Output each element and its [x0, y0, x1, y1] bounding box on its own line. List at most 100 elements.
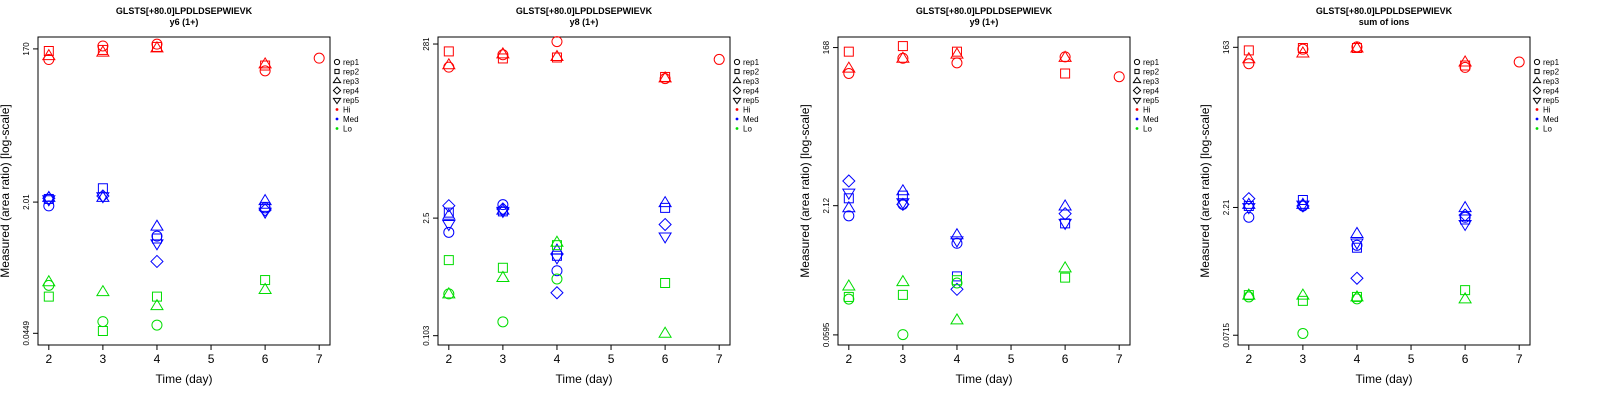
- legend-label: rep3: [343, 77, 360, 86]
- data-point-lo-rep1: [843, 293, 855, 305]
- legend-dot-med: [735, 117, 739, 121]
- legend-symbol-rep4: [732, 86, 742, 95]
- data-point-hi-rep2: [1243, 45, 1254, 56]
- data-point-med-rep4: [1350, 271, 1364, 285]
- y-tick-label: 170: [22, 42, 31, 56]
- data-point-lo-rep2: [1297, 295, 1308, 306]
- legend-symbol-rep3: [1132, 76, 1142, 84]
- x-axis-label: Time (day): [556, 372, 613, 386]
- legend-dot-lo: [1135, 127, 1139, 130]
- y-tick-label: 2.12: [822, 197, 831, 213]
- data-point-lo-rep1: [551, 273, 563, 285]
- data-point-hi-rep1: [1459, 61, 1471, 73]
- data-point-med-rep5: [550, 253, 564, 265]
- data-point-med-rep2: [151, 233, 162, 244]
- data-point-hi-rep1: [259, 65, 271, 77]
- x-tick-label: 2: [45, 352, 52, 366]
- x-tick-label: 7: [1116, 352, 1123, 366]
- y-tick-label: 2.21: [1222, 199, 1231, 215]
- x-tick-label: 5: [1008, 352, 1015, 366]
- y-tick-label: 2.5: [422, 212, 431, 224]
- legend-dot-med: [1135, 117, 1139, 121]
- legend-symbol-rep5: [1132, 97, 1142, 105]
- legend-label: rep2: [743, 68, 760, 77]
- data-point-med-rep3: [1350, 226, 1364, 238]
- data-point-hi-rep1: [951, 57, 963, 69]
- legend-symbol-rep3: [1532, 76, 1542, 84]
- data-point-hi-rep3: [150, 40, 164, 53]
- legend-label: Hi: [743, 106, 751, 115]
- data-point-med-rep5: [150, 239, 164, 251]
- legend-dot-med: [335, 117, 339, 121]
- data-point-med-rep4: [550, 286, 564, 300]
- chart-subtitle: sum of ions: [1359, 17, 1410, 27]
- legend-label: Med: [1143, 115, 1159, 124]
- data-point-hi-rep3: [550, 49, 564, 62]
- data-point-lo-rep2: [843, 291, 854, 302]
- data-point-lo-rep2: [951, 275, 962, 286]
- x-tick-label: 4: [554, 352, 561, 366]
- data-point-hi-rep3: [96, 45, 110, 57]
- x-tick-label: 6: [1062, 352, 1069, 366]
- x-tick-label: 4: [1354, 352, 1361, 366]
- x-axis-label: Time (day): [956, 372, 1013, 386]
- data-point-lo-rep1: [1351, 293, 1363, 305]
- data-point-lo-rep1: [97, 316, 109, 328]
- data-point-lo-rep2: [260, 275, 271, 286]
- legend-label: Lo: [343, 125, 352, 134]
- x-tick-label: 4: [954, 352, 961, 366]
- data-point-med-rep5: [1296, 200, 1310, 213]
- data-point-hi-rep1: [897, 52, 909, 64]
- y-tick-label: 281: [422, 37, 431, 51]
- data-point-lo-rep3: [150, 298, 164, 311]
- data-point-hi-rep1: [1113, 71, 1125, 83]
- legend-dot-hi: [335, 108, 339, 111]
- plot-area: [837, 36, 1131, 346]
- data-point-hi-rep2: [443, 46, 454, 57]
- data-point-med-rep4: [1058, 206, 1072, 221]
- legend-dot-lo: [735, 127, 739, 130]
- legend-label: Med: [1543, 115, 1559, 124]
- data-point-med-rep5: [896, 198, 910, 210]
- data-point-lo-rep3: [550, 235, 564, 247]
- chart-title: GLSTS[+80.0]LPDLDSEPWIEVK: [1316, 6, 1453, 16]
- data-point-hi-rep3: [896, 51, 910, 63]
- data-point-lo-rep3: [1296, 288, 1310, 300]
- legend-dot-lo: [1535, 127, 1539, 130]
- data-point-hi-rep2: [1060, 68, 1071, 79]
- y-tick-label: 168: [822, 40, 831, 54]
- data-point-med-rep5: [950, 236, 964, 248]
- legend-label: Hi: [1143, 106, 1151, 115]
- legend-label: Hi: [343, 106, 351, 115]
- data-point-med-rep2: [1460, 214, 1471, 225]
- data-point-med-rep4: [950, 282, 964, 297]
- data-point-med-rep3: [441, 208, 456, 220]
- x-tick-label: 6: [662, 352, 669, 366]
- chart-title: GLSTS[+80.0]LPDLDSEPWIEVK: [916, 6, 1053, 16]
- data-points: [41, 38, 325, 337]
- legend-label: Med: [743, 115, 759, 124]
- data-point-lo-rep3: [896, 274, 910, 287]
- data-point-hi-rep3: [258, 56, 272, 69]
- data-point-med-rep5: [841, 188, 856, 201]
- data-point-med-rep1: [43, 200, 55, 212]
- x-tick-label: 2: [445, 352, 452, 366]
- legend-symbol-rep1: [1133, 58, 1141, 66]
- data-point-lo-rep3: [41, 274, 56, 287]
- y-axis-label: Measured (area ratio) [log-scale]: [0, 104, 12, 277]
- legend-symbol-rep3: [332, 76, 342, 84]
- y-tick-label: 0.0595: [822, 322, 831, 347]
- legend-symbol-rep2: [1534, 68, 1540, 75]
- y-tick-label: 0.103: [422, 325, 431, 346]
- data-point-lo-rep1: [151, 319, 163, 331]
- legend-label: rep3: [1143, 77, 1160, 86]
- data-point-med-rep5: [96, 192, 110, 204]
- data-point-lo-rep1: [443, 288, 455, 300]
- legend-symbol-rep5: [332, 97, 342, 105]
- plot-area: [1237, 36, 1531, 346]
- data-point-lo-rep3: [1241, 288, 1256, 300]
- plot-area: [37, 36, 331, 346]
- legend-label: rep3: [1543, 77, 1560, 86]
